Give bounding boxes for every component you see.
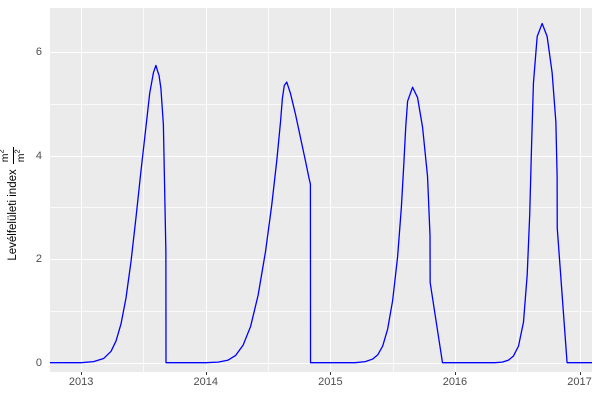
gridline-minor-vertical (268, 8, 269, 372)
plot-panel (50, 8, 592, 372)
x-axis-tick-mark (579, 372, 581, 375)
gridline-minor-vertical (392, 8, 394, 372)
y-axis-tick-label: 6 (35, 46, 42, 58)
gridline-major-horizontal (50, 52, 592, 54)
gridline-major-vertical (81, 8, 83, 372)
series-line-layer (50, 22, 592, 364)
y-axis-tick-label: 0 (35, 356, 42, 369)
gridline-minor-horizontal (50, 310, 592, 312)
gridline-minor-horizontal (50, 207, 592, 208)
x-axis-tick-label: 2015 (318, 376, 343, 388)
x-axis-tick-label: 2014 (193, 376, 218, 388)
series-line-levelfeluleti-index (50, 22, 592, 364)
x-axis-tick-mark (205, 372, 207, 375)
gridline-minor-vertical (143, 8, 145, 372)
y-axis-tick-label: 2 (35, 253, 42, 266)
x-axis-tick-label: 2017 (567, 376, 592, 388)
x-axis-tick-label: 2016 (442, 376, 468, 388)
x-axis-tick-mark (454, 372, 456, 375)
gridline-major-horizontal (50, 259, 592, 261)
gridline-major-vertical (330, 8, 332, 372)
gridline-major-vertical (454, 8, 457, 372)
x-axis-tick-mark (330, 372, 332, 375)
gridline-major-vertical (205, 8, 207, 372)
y-axis-tick-label: 4 (35, 149, 42, 162)
gridline-minor-horizontal (50, 103, 592, 105)
gridline-major-vertical (579, 8, 581, 372)
gridline-minor-vertical (517, 8, 518, 372)
x-axis-tick-mark (81, 372, 83, 375)
gridline-major-horizontal (50, 155, 592, 157)
x-axis-tick-label: 2013 (68, 376, 94, 388)
